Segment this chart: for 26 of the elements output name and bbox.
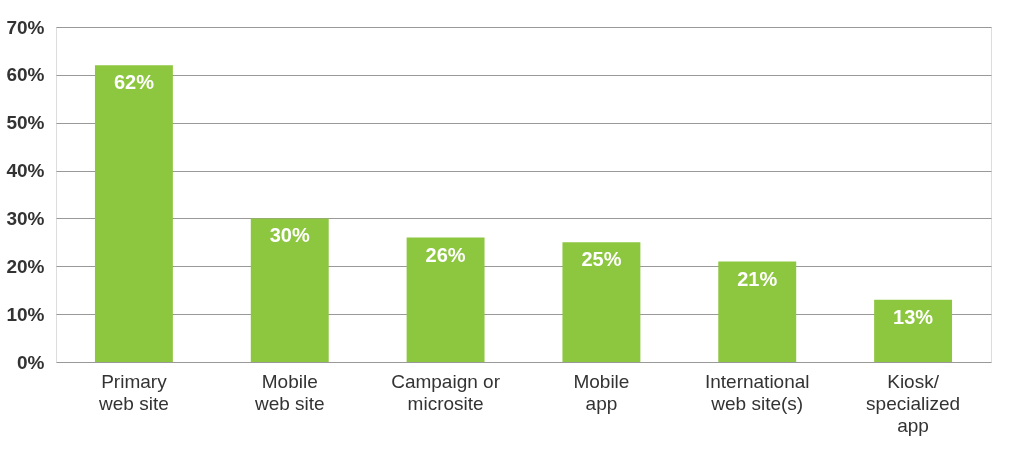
bar bbox=[250, 218, 329, 362]
data-label: 21% bbox=[737, 267, 778, 290]
data-label: 26% bbox=[425, 243, 466, 266]
x-tick-label: Mobile web site bbox=[253, 370, 325, 414]
y-tick-label: 70% bbox=[6, 16, 45, 38]
y-tick-label: 40% bbox=[6, 160, 45, 182]
y-tick-label: 60% bbox=[6, 64, 45, 86]
x-tick-label: Campaign or microsite bbox=[391, 370, 501, 414]
bar bbox=[94, 65, 173, 362]
x-tick-label: Mobile app bbox=[573, 370, 630, 414]
y-tick-label: 30% bbox=[6, 207, 45, 229]
bar bbox=[562, 242, 641, 362]
data-label: 25% bbox=[581, 248, 622, 271]
data-label: 13% bbox=[893, 305, 934, 328]
y-tick-label: 10% bbox=[6, 303, 45, 325]
x-tick-label: Kiosk/ specialized app bbox=[866, 370, 961, 436]
y-tick-label: 0% bbox=[17, 351, 45, 373]
data-label: 62% bbox=[113, 71, 155, 94]
x-tick-label: International web site(s) bbox=[704, 370, 810, 414]
bar bbox=[406, 237, 485, 362]
y-tick-label: 50% bbox=[6, 112, 45, 134]
bar bbox=[874, 299, 953, 362]
data-label: 30% bbox=[269, 224, 310, 247]
bar bbox=[718, 261, 797, 362]
y-tick-label: 20% bbox=[6, 255, 45, 277]
x-tick-label: Primary web site bbox=[98, 370, 169, 414]
